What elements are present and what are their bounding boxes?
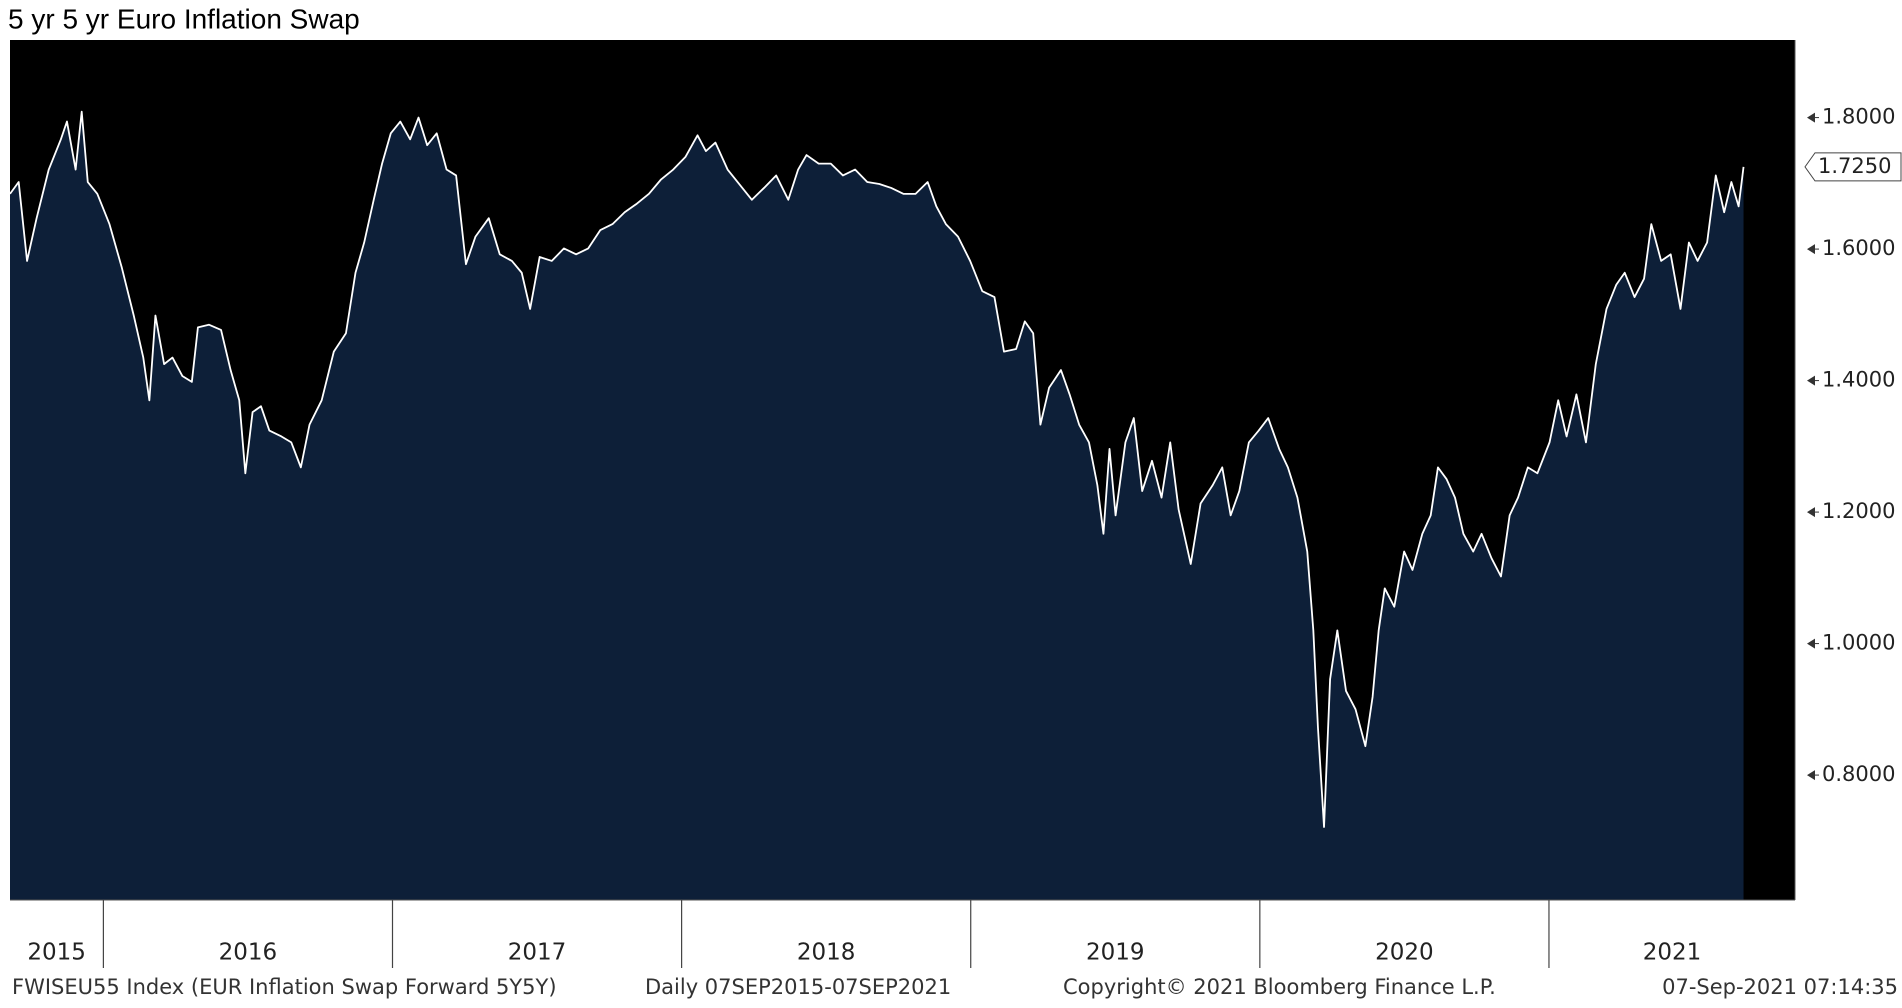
footer-copyright: Copyright© 2021 Bloomberg Finance L.P. xyxy=(1063,975,1496,999)
footer-range: Daily 07SEP2015-07SEP2021 xyxy=(645,975,951,999)
y-tick-label: 0.8000 xyxy=(1822,762,1895,786)
y-tick-mark xyxy=(1807,638,1815,649)
y-tick-mark xyxy=(1807,112,1815,123)
last-value-label: 1.7250 xyxy=(1818,154,1891,178)
x-tick-label: 2016 xyxy=(219,940,278,966)
y-tick-mark xyxy=(1807,244,1815,255)
y-tick-mark xyxy=(1807,375,1815,386)
footer-source: FWISEU55 Index (EUR Inflation Swap Forwa… xyxy=(12,975,557,999)
chart-title: 5 yr 5 yr Euro Inflation Swap xyxy=(8,3,360,34)
y-tick-label: 1.8000 xyxy=(1822,105,1895,129)
x-tick-label: 2019 xyxy=(1086,940,1145,966)
x-tick-label: 2018 xyxy=(797,940,856,966)
x-tick-label: 2015 xyxy=(27,940,86,966)
x-tick-label: 2017 xyxy=(508,940,567,966)
y-tick-label: 1.2000 xyxy=(1822,499,1895,523)
last-value-tag xyxy=(1804,152,1902,182)
y-tick-label: 1.0000 xyxy=(1822,631,1895,655)
x-tick-label: 2020 xyxy=(1375,940,1434,966)
x-tick-label: 2021 xyxy=(1643,940,1702,966)
y-tick-mark xyxy=(1807,770,1815,781)
area xyxy=(10,111,1744,901)
y-tick-mark xyxy=(1807,507,1815,518)
y-tick-label: 1.4000 xyxy=(1822,368,1895,392)
y-tick-label: 1.6000 xyxy=(1822,236,1895,260)
line xyxy=(9,110,1745,828)
footer-timestamp: 07-Sep-2021 07:14:35 xyxy=(1662,975,1898,999)
